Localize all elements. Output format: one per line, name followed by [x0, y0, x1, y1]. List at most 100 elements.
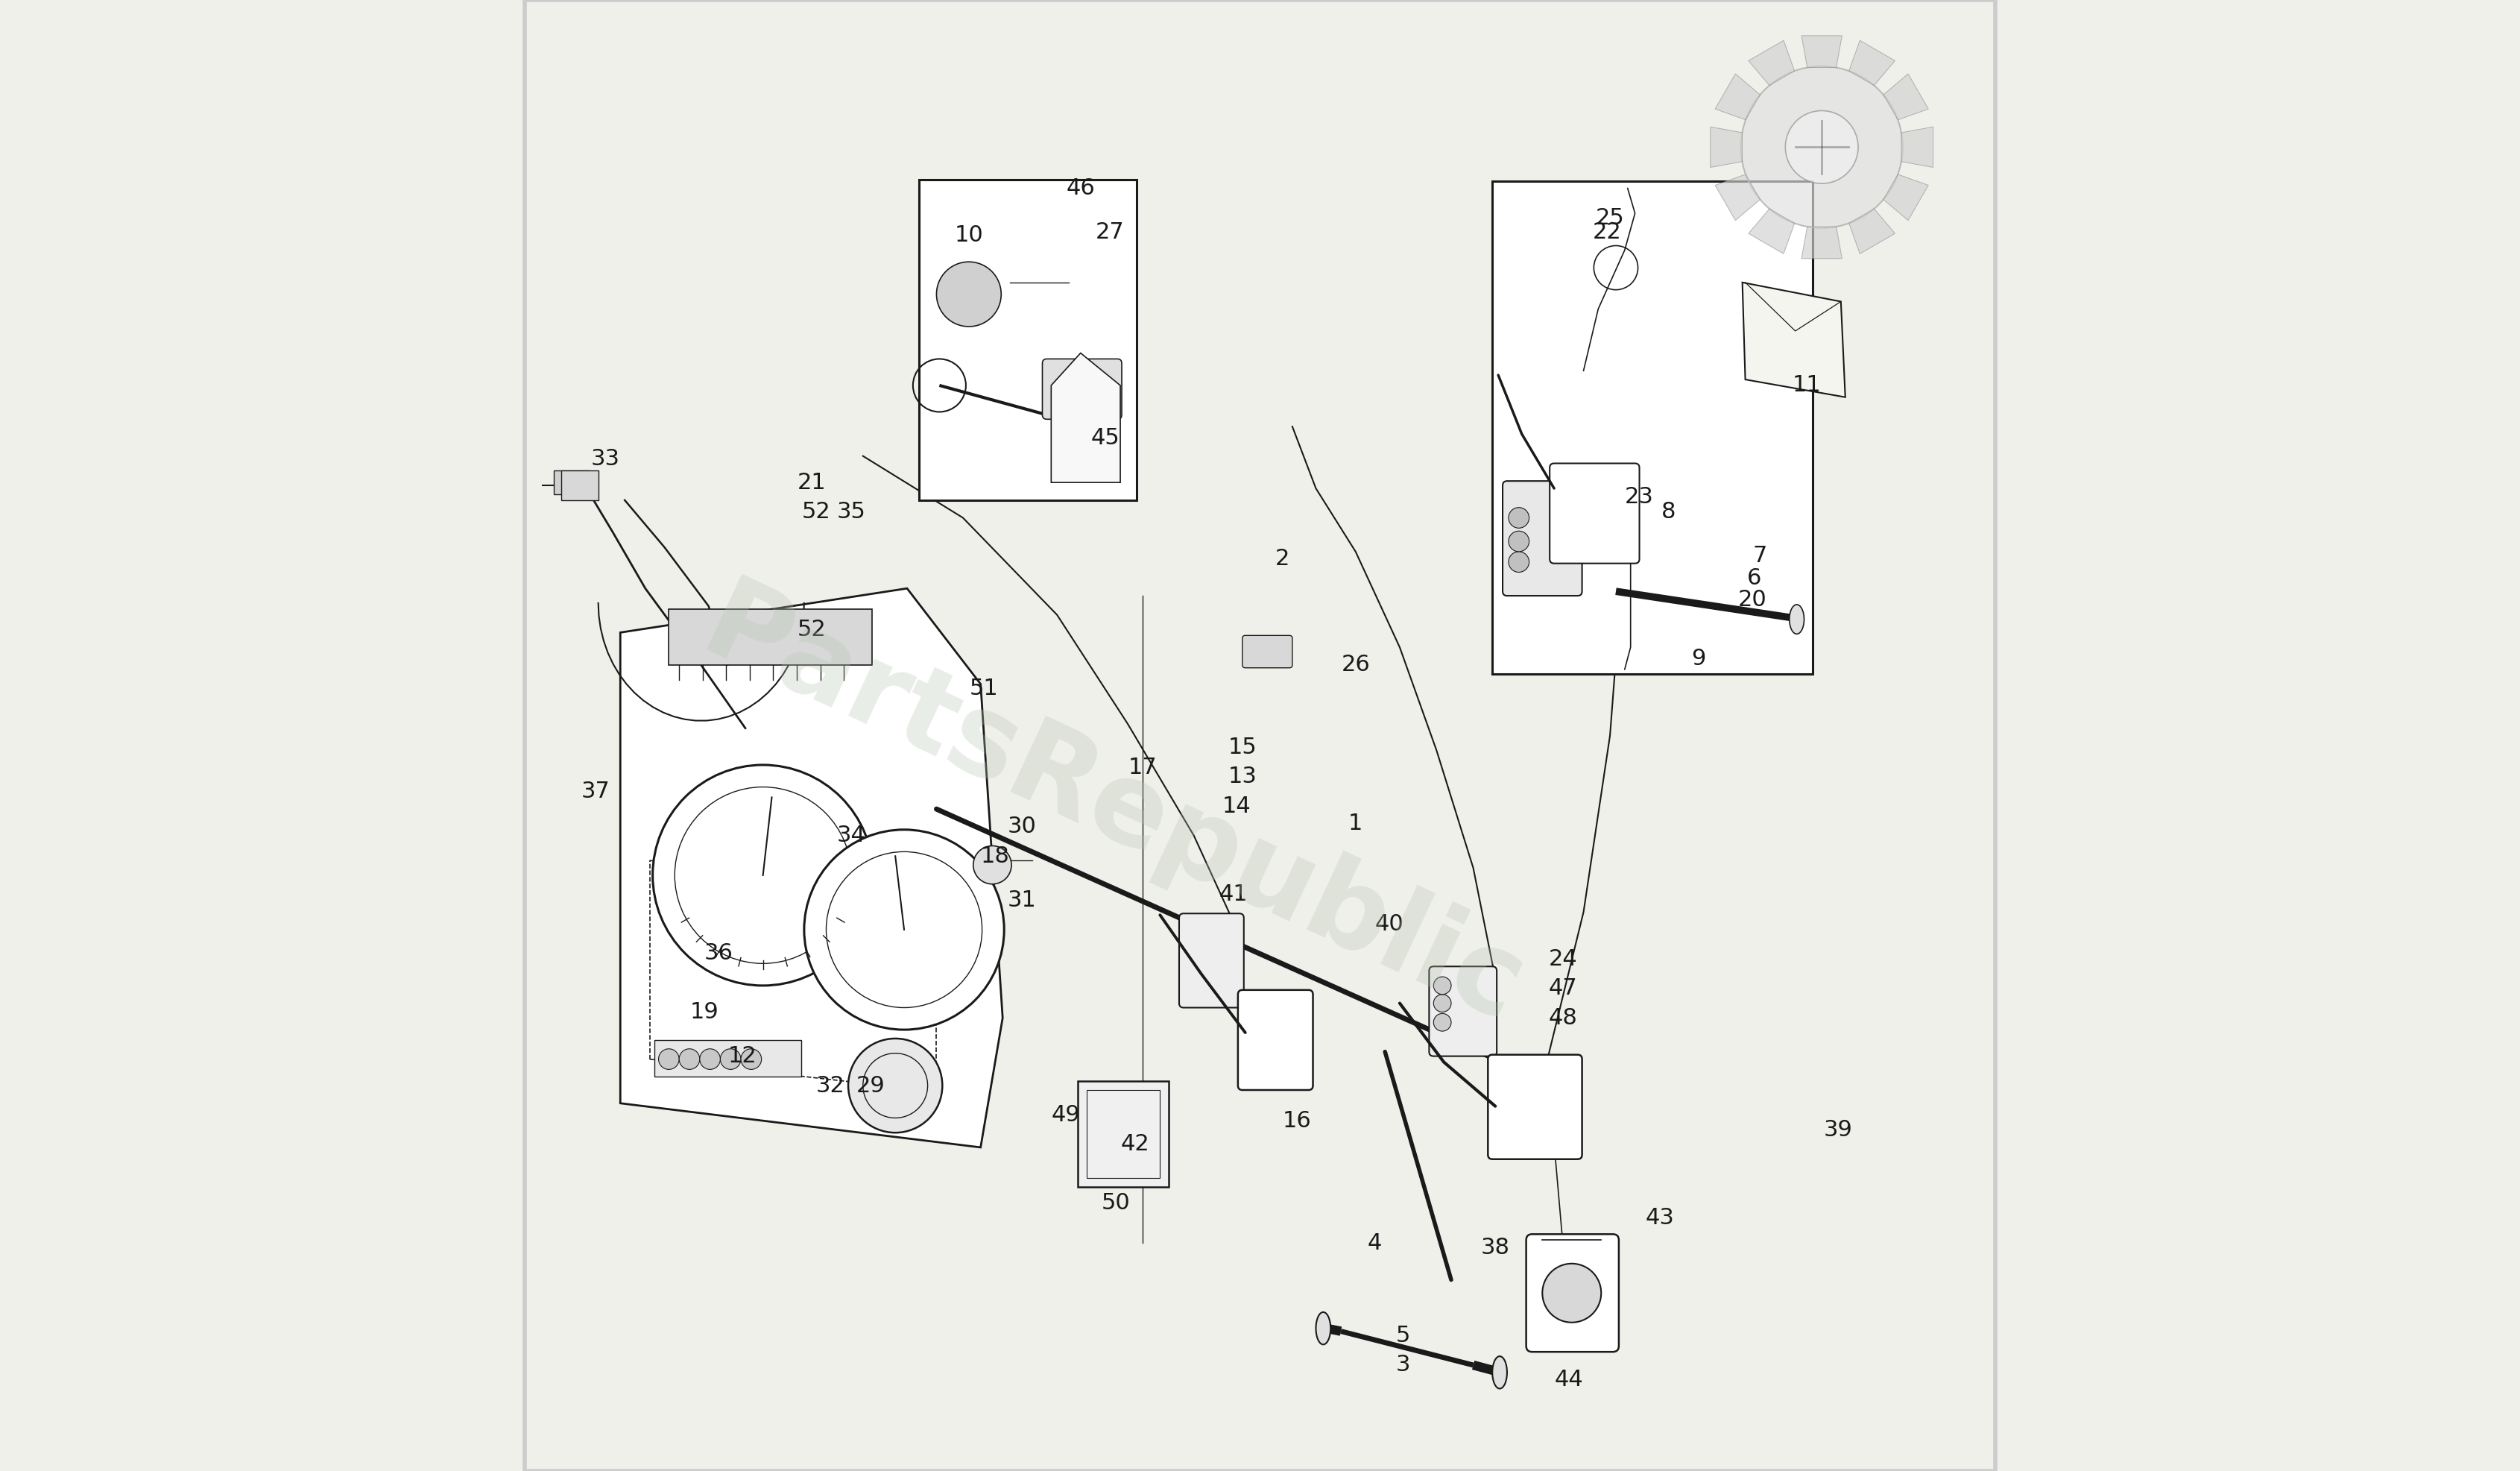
- Text: 46: 46: [1066, 178, 1096, 199]
- Circle shape: [937, 262, 1000, 327]
- Text: 38: 38: [1482, 1237, 1509, 1258]
- Text: 31: 31: [1008, 890, 1036, 911]
- FancyBboxPatch shape: [1429, 966, 1497, 1056]
- Circle shape: [721, 1049, 741, 1069]
- Text: 45: 45: [1091, 428, 1119, 449]
- Polygon shape: [1850, 41, 1895, 85]
- Polygon shape: [1802, 227, 1842, 259]
- Circle shape: [849, 1039, 942, 1133]
- Text: 47: 47: [1547, 978, 1578, 999]
- Text: 44: 44: [1555, 1370, 1583, 1390]
- FancyBboxPatch shape: [1179, 913, 1245, 1008]
- Text: 26: 26: [1341, 655, 1371, 675]
- FancyBboxPatch shape: [1079, 1081, 1169, 1187]
- Circle shape: [1542, 1264, 1600, 1322]
- Polygon shape: [1850, 209, 1895, 253]
- Text: 48: 48: [1547, 1008, 1578, 1028]
- Text: 40: 40: [1376, 913, 1404, 934]
- Circle shape: [653, 765, 874, 986]
- Text: 16: 16: [1283, 1111, 1310, 1131]
- Circle shape: [1434, 1014, 1452, 1031]
- Text: 11: 11: [1792, 375, 1822, 396]
- Text: 14: 14: [1222, 796, 1250, 816]
- FancyBboxPatch shape: [1487, 1055, 1583, 1159]
- Text: 42: 42: [1121, 1134, 1149, 1155]
- Text: 22: 22: [1593, 222, 1620, 243]
- FancyBboxPatch shape: [1043, 359, 1121, 419]
- Text: 23: 23: [1625, 487, 1653, 507]
- Circle shape: [804, 830, 1003, 1030]
- Text: 5: 5: [1396, 1325, 1409, 1346]
- Circle shape: [658, 1049, 678, 1069]
- Text: 51: 51: [970, 678, 998, 699]
- Text: 34: 34: [837, 825, 867, 846]
- Text: 20: 20: [1739, 590, 1767, 610]
- Circle shape: [701, 1049, 721, 1069]
- Text: 43: 43: [1646, 1208, 1673, 1228]
- Text: 3: 3: [1396, 1355, 1409, 1375]
- Text: 15: 15: [1227, 737, 1257, 758]
- Polygon shape: [1802, 35, 1842, 68]
- Polygon shape: [1900, 127, 1933, 168]
- FancyBboxPatch shape: [1237, 990, 1313, 1090]
- Text: 27: 27: [1096, 222, 1124, 243]
- Ellipse shape: [1789, 605, 1804, 634]
- Text: 8: 8: [1661, 502, 1676, 522]
- Text: 24: 24: [1547, 949, 1578, 969]
- Polygon shape: [1749, 41, 1794, 85]
- Polygon shape: [620, 588, 1003, 1147]
- Text: 35: 35: [837, 502, 867, 522]
- Circle shape: [741, 1049, 761, 1069]
- Bar: [668, 609, 872, 665]
- Text: 17: 17: [1129, 758, 1157, 778]
- Text: 19: 19: [690, 1002, 718, 1022]
- Bar: [920, 179, 1137, 500]
- Bar: [1492, 181, 1812, 674]
- Circle shape: [1509, 531, 1530, 552]
- Text: PartsRepublic: PartsRepublic: [685, 571, 1540, 1047]
- Circle shape: [1784, 110, 1857, 184]
- FancyBboxPatch shape: [1502, 481, 1583, 596]
- Text: 36: 36: [706, 943, 733, 964]
- Polygon shape: [1741, 282, 1845, 397]
- Text: 30: 30: [1008, 816, 1036, 837]
- Text: 41: 41: [1220, 884, 1247, 905]
- Text: 52: 52: [796, 619, 827, 640]
- Text: 2: 2: [1275, 549, 1290, 569]
- Text: 21: 21: [796, 472, 827, 493]
- Text: 7: 7: [1754, 546, 1767, 566]
- Circle shape: [1434, 977, 1452, 994]
- Polygon shape: [1051, 353, 1121, 482]
- FancyBboxPatch shape: [1242, 635, 1293, 668]
- Polygon shape: [1882, 175, 1928, 221]
- Polygon shape: [1716, 74, 1759, 119]
- Polygon shape: [1749, 209, 1794, 253]
- Text: 10: 10: [955, 225, 983, 246]
- Text: 39: 39: [1824, 1119, 1852, 1140]
- Text: 33: 33: [592, 449, 620, 469]
- Text: 6: 6: [1746, 568, 1761, 588]
- Text: 18: 18: [980, 846, 1011, 866]
- Text: 49: 49: [1051, 1105, 1081, 1125]
- Text: 13: 13: [1227, 766, 1257, 787]
- Text: 52: 52: [801, 502, 829, 522]
- Text: 25: 25: [1595, 207, 1625, 228]
- Bar: [554, 471, 590, 494]
- FancyBboxPatch shape: [1550, 463, 1641, 563]
- Circle shape: [1509, 507, 1530, 528]
- Text: 37: 37: [580, 781, 610, 802]
- Text: 50: 50: [1101, 1193, 1131, 1214]
- Text: 9: 9: [1691, 649, 1706, 669]
- Polygon shape: [1882, 74, 1928, 119]
- Bar: [562, 471, 597, 500]
- Polygon shape: [1711, 127, 1741, 168]
- Circle shape: [1509, 552, 1530, 572]
- Text: 4: 4: [1368, 1233, 1381, 1253]
- Text: 12: 12: [728, 1046, 756, 1066]
- Ellipse shape: [1492, 1356, 1507, 1389]
- Circle shape: [678, 1049, 701, 1069]
- Text: 1: 1: [1348, 813, 1363, 834]
- FancyBboxPatch shape: [1527, 1234, 1618, 1352]
- Circle shape: [1741, 66, 1903, 228]
- Polygon shape: [1716, 175, 1759, 221]
